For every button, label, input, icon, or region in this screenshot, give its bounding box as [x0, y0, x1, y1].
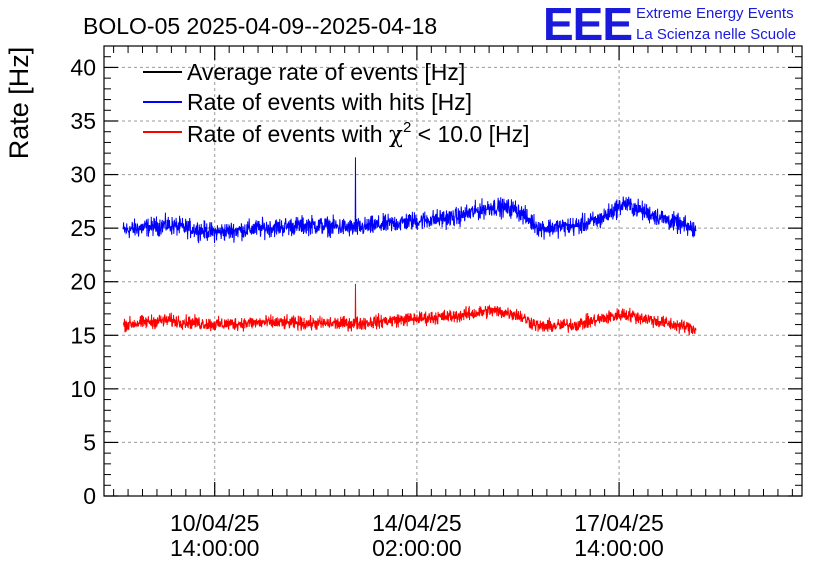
y-tick-label: 25	[70, 215, 96, 241]
legend-label-chi2: Rate of events with χ2 < 10.0 [Hz]	[187, 119, 530, 148]
x-tick-label-date: 10/04/25	[170, 510, 260, 536]
eee-logo: EEE	[543, 0, 632, 50]
legend-chi2-sup: 2	[403, 119, 411, 136]
y-tick-label: 35	[70, 108, 96, 134]
axes	[103, 45, 803, 497]
legend-chi2-suffix: < 10.0 [Hz]	[411, 121, 529, 147]
y-tick-label: 5	[83, 429, 96, 455]
y-axis-title: Rate [Hz]	[4, 47, 34, 160]
legend-label-average: Average rate of events [Hz]	[187, 59, 465, 85]
x-tick-label-time: 14:00:00	[574, 535, 664, 561]
logo-line1: Extreme Energy Events	[636, 5, 794, 22]
y-tick-label: 30	[70, 162, 96, 188]
legend-chi2-symbol: χ	[389, 122, 403, 148]
y-tick-label: 0	[83, 483, 96, 509]
tick-labels: 051015202530354010/04/2514:00:0014/04/25…	[70, 54, 663, 561]
x-tick-label-time: 14:00:00	[170, 535, 260, 561]
logo-line2: La Scienza nelle Scuole	[636, 26, 796, 43]
chart-title: BOLO-05 2025-04-09--2025-04-18	[83, 13, 437, 39]
x-tick-label-time: 02:00:00	[372, 535, 462, 561]
y-tick-label: 10	[70, 376, 96, 402]
legend: Average rate of events [Hz] Rate of even…	[143, 59, 530, 148]
series-layer	[122, 157, 697, 336]
legend-chi2-prefix: Rate of events with	[187, 121, 389, 147]
legend-label-hits: Rate of events with hits [Hz]	[187, 89, 472, 115]
series-line-hits	[122, 157, 697, 244]
y-tick-label: 40	[70, 54, 96, 80]
y-tick-label: 15	[70, 322, 96, 348]
plot-frame	[103, 45, 803, 497]
grid-lines	[104, 46, 802, 496]
x-tick-label-date: 17/04/25	[574, 510, 664, 536]
series-line-chi2	[122, 283, 697, 336]
x-tick-label-date: 14/04/25	[372, 510, 462, 536]
y-tick-label: 20	[70, 269, 96, 295]
